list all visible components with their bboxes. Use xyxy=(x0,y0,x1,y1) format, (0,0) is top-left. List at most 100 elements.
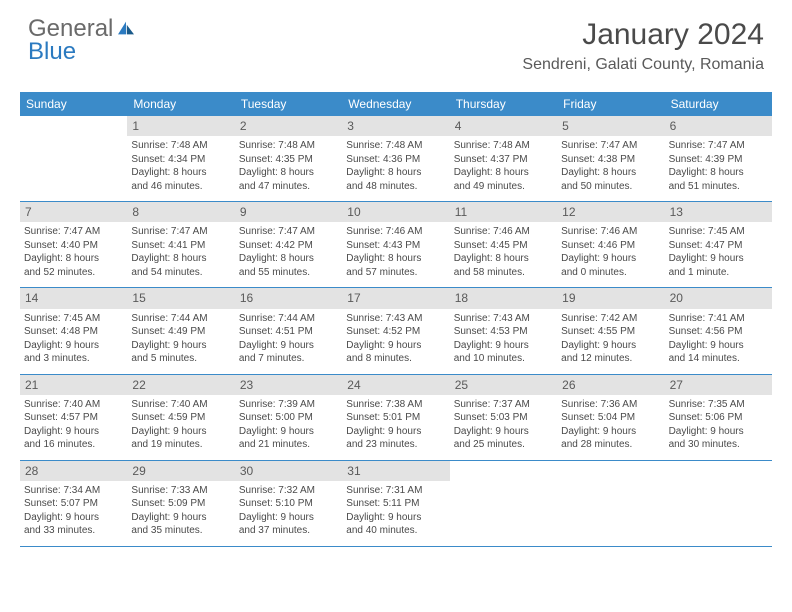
logo-text-blue: Blue xyxy=(28,38,76,65)
sunset-text: Sunset: 4:43 PM xyxy=(346,239,445,253)
day-header: Friday xyxy=(557,92,664,116)
daylight-text-1: Daylight: 9 hours xyxy=(131,339,230,353)
sunrise-text: Sunrise: 7:45 AM xyxy=(24,312,123,326)
day-cell: 11Sunrise: 7:46 AMSunset: 4:45 PMDayligh… xyxy=(450,202,557,287)
sunrise-text: Sunrise: 7:48 AM xyxy=(131,139,230,153)
sunrise-text: Sunrise: 7:41 AM xyxy=(669,312,768,326)
daylight-text-1: Daylight: 8 hours xyxy=(454,166,553,180)
sunrise-text: Sunrise: 7:42 AM xyxy=(561,312,660,326)
sunset-text: Sunset: 4:48 PM xyxy=(24,325,123,339)
daylight-text-2: and 33 minutes. xyxy=(24,524,123,538)
daylight-text-1: Daylight: 8 hours xyxy=(346,252,445,266)
daylight-text-2: and 7 minutes. xyxy=(239,352,338,366)
sunrise-text: Sunrise: 7:47 AM xyxy=(669,139,768,153)
daylight-text-2: and 50 minutes. xyxy=(561,180,660,194)
sunset-text: Sunset: 4:49 PM xyxy=(131,325,230,339)
sunrise-text: Sunrise: 7:35 AM xyxy=(669,398,768,412)
day-number: 28 xyxy=(20,461,127,481)
day-cell: 7Sunrise: 7:47 AMSunset: 4:40 PMDaylight… xyxy=(20,202,127,287)
day-cell: 14 Sunrise: 7:45 AMSunset: 4:48 PMDayligh… xyxy=(20,288,127,373)
daylight-text-2: and 28 minutes. xyxy=(561,438,660,452)
day-cell: 22Sunrise: 7:40 AMSunset: 4:59 PMDayligh… xyxy=(127,375,234,460)
month-title: January 2024 xyxy=(522,18,764,52)
day-header: Monday xyxy=(127,92,234,116)
daylight-text-1: Daylight: 9 hours xyxy=(239,511,338,525)
sunrise-text: Sunrise: 7:38 AM xyxy=(346,398,445,412)
day-cell: 1Sunrise: 7:48 AMSunset: 4:34 PMDaylight… xyxy=(127,116,234,201)
daylight-text-1: Daylight: 9 hours xyxy=(669,425,768,439)
day-number: 14 xyxy=(20,288,127,308)
daylight-text-1: Daylight: 9 hours xyxy=(24,339,123,353)
day-number: 9 xyxy=(235,202,342,222)
daylight-text-1: Daylight: 8 hours xyxy=(346,166,445,180)
daylight-text-1: Daylight: 9 hours xyxy=(24,425,123,439)
day-cell: 8Sunrise: 7:47 AMSunset: 4:41 PMDaylight… xyxy=(127,202,234,287)
daylight-text-1: Daylight: 9 hours xyxy=(131,425,230,439)
daylight-text-1: Daylight: 9 hours xyxy=(561,252,660,266)
daylight-text-1: Daylight: 9 hours xyxy=(454,339,553,353)
sunset-text: Sunset: 5:04 PM xyxy=(561,411,660,425)
daylight-text-2: and 25 minutes. xyxy=(454,438,553,452)
day-number: 11 xyxy=(450,202,557,222)
daylight-text-2: and 12 minutes. xyxy=(561,352,660,366)
logo: GeneralBlue xyxy=(28,18,137,64)
sunrise-text: Sunrise: 7:37 AM xyxy=(454,398,553,412)
day-cell: 16Sunrise: 7:44 AMSunset: 4:51 PMDayligh… xyxy=(235,288,342,373)
day-number: 8 xyxy=(127,202,234,222)
daylight-text-2: and 5 minutes. xyxy=(131,352,230,366)
daylight-text-1: Daylight: 9 hours xyxy=(561,425,660,439)
daylight-text-1: Daylight: 9 hours xyxy=(561,339,660,353)
location: Sendreni, Galati County, Romania xyxy=(522,56,764,74)
sunrise-text: Sunrise: 7:47 AM xyxy=(131,225,230,239)
day-cell: 30Sunrise: 7:32 AMSunset: 5:10 PMDayligh… xyxy=(235,461,342,546)
day-number: 16 xyxy=(235,288,342,308)
day-cell: 3Sunrise: 7:48 AMSunset: 4:36 PMDaylight… xyxy=(342,116,449,201)
day-cell: 15Sunrise: 7:44 AMSunset: 4:49 PMDayligh… xyxy=(127,288,234,373)
day-cell: 27Sunrise: 7:35 AMSunset: 5:06 PMDayligh… xyxy=(665,375,772,460)
day-cell: 12Sunrise: 7:46 AMSunset: 4:46 PMDayligh… xyxy=(557,202,664,287)
week-row: 1Sunrise: 7:48 AMSunset: 4:34 PMDaylight… xyxy=(20,116,772,202)
daylight-text-2: and 8 minutes. xyxy=(346,352,445,366)
day-cell xyxy=(557,461,664,546)
daylight-text-2: and 55 minutes. xyxy=(239,266,338,280)
day-cell: 9Sunrise: 7:47 AMSunset: 4:42 PMDaylight… xyxy=(235,202,342,287)
day-cell: 25Sunrise: 7:37 AMSunset: 5:03 PMDayligh… xyxy=(450,375,557,460)
daylight-text-1: Daylight: 8 hours xyxy=(669,166,768,180)
sunset-text: Sunset: 4:56 PM xyxy=(669,325,768,339)
day-cell: 18Sunrise: 7:43 AMSunset: 4:53 PMDayligh… xyxy=(450,288,557,373)
sunrise-text: Sunrise: 7:32 AM xyxy=(239,484,338,498)
day-cell: 5Sunrise: 7:47 AMSunset: 4:38 PMDaylight… xyxy=(557,116,664,201)
daylight-text-1: Daylight: 9 hours xyxy=(669,252,768,266)
daylight-text-2: and 54 minutes. xyxy=(131,266,230,280)
sunrise-text: Sunrise: 7:48 AM xyxy=(454,139,553,153)
sunrise-text: Sunrise: 7:47 AM xyxy=(561,139,660,153)
daylight-text-1: Daylight: 9 hours xyxy=(669,339,768,353)
day-number: 30 xyxy=(235,461,342,481)
daylight-text-2: and 37 minutes. xyxy=(239,524,338,538)
daylight-text-2: and 51 minutes. xyxy=(669,180,768,194)
sunrise-text: Sunrise: 7:46 AM xyxy=(561,225,660,239)
sunset-text: Sunset: 4:35 PM xyxy=(239,153,338,167)
day-number: 29 xyxy=(127,461,234,481)
sunrise-text: Sunrise: 7:31 AM xyxy=(346,484,445,498)
day-number: 7 xyxy=(20,202,127,222)
daylight-text-2: and 46 minutes. xyxy=(131,180,230,194)
sunset-text: Sunset: 4:37 PM xyxy=(454,153,553,167)
daylight-text-2: and 47 minutes. xyxy=(239,180,338,194)
daylight-text-2: and 57 minutes. xyxy=(346,266,445,280)
daylight-text-2: and 1 minute. xyxy=(669,266,768,280)
day-number: 18 xyxy=(450,288,557,308)
daylight-text-1: Daylight: 8 hours xyxy=(239,166,338,180)
daylight-text-1: Daylight: 9 hours xyxy=(346,425,445,439)
day-number: 5 xyxy=(557,116,664,136)
day-cell: 21Sunrise: 7:40 AMSunset: 4:57 PMDayligh… xyxy=(20,375,127,460)
sunset-text: Sunset: 4:36 PM xyxy=(346,153,445,167)
sunrise-text: Sunrise: 7:47 AM xyxy=(239,225,338,239)
sunset-text: Sunset: 4:53 PM xyxy=(454,325,553,339)
sunrise-text: Sunrise: 7:45 AM xyxy=(669,225,768,239)
sunrise-text: Sunrise: 7:36 AM xyxy=(561,398,660,412)
day-header: Saturday xyxy=(665,92,772,116)
day-number: 13 xyxy=(665,202,772,222)
day-cell: 10Sunrise: 7:46 AMSunset: 4:43 PMDayligh… xyxy=(342,202,449,287)
daylight-text-2: and 3 minutes. xyxy=(24,352,123,366)
